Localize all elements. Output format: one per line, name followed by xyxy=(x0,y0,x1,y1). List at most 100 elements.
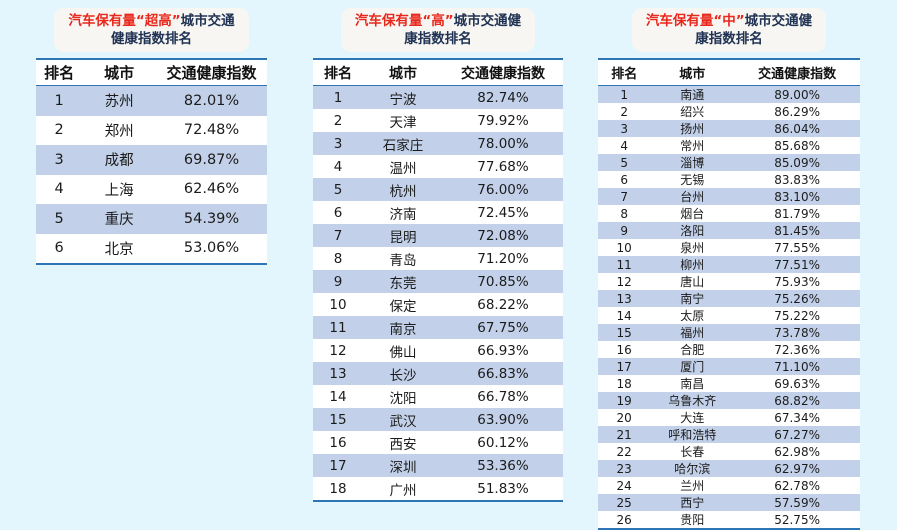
city-cell: 唐山 xyxy=(680,275,705,289)
title-red-text: 汽车保有量“高” xyxy=(354,13,454,29)
city-cell: 长春 xyxy=(680,445,705,459)
index-cell: 69.63% xyxy=(774,376,820,391)
city-cell: 扬州 xyxy=(680,122,705,136)
rank-cell: 4 xyxy=(333,158,343,175)
table-row: 20 大连 67.34% xyxy=(598,409,860,426)
index-cell: 72.36% xyxy=(774,342,820,357)
table-title-badge: 汽车保有量“中”城市交通健 康指数排名 xyxy=(631,8,827,52)
table-row: 1 南通 89.00% xyxy=(598,85,860,103)
index-cell: 66.78% xyxy=(477,388,529,405)
city-header: 城市 xyxy=(650,59,735,86)
rank-cell: 23 xyxy=(616,461,632,476)
title-line2-text: 康指数排名 xyxy=(695,31,763,47)
ranking-table-medium: 排名 城市 交通健康指数 1 南通 89.00% 2 绍兴 86.29% 3 扬州 86.04%… xyxy=(598,58,860,530)
table-row: 15 福州 73.78% xyxy=(598,324,860,341)
table-row: 5 杭州 76.00% xyxy=(313,178,563,201)
index-cell: 85.68% xyxy=(774,138,820,153)
index-cell: 82.74% xyxy=(477,89,529,106)
table-row: 15 武汉 63.90% xyxy=(313,408,563,431)
city-cell: 乌鲁木齐 xyxy=(668,394,717,408)
table-row: 3 扬州 86.04% xyxy=(598,120,860,137)
index-cell: 53.06% xyxy=(183,240,240,257)
city-cell: 贵阳 xyxy=(680,513,705,527)
index-cell: 72.48% xyxy=(183,122,240,139)
index-cell: 77.51% xyxy=(774,257,820,272)
index-cell: 77.68% xyxy=(477,158,529,175)
city-cell: 淄博 xyxy=(680,156,705,170)
index-cell: 70.85% xyxy=(477,273,529,290)
city-cell: 昆明 xyxy=(389,229,417,246)
table-row: 13 南宁 75.26% xyxy=(598,290,860,307)
table-row: 10 保定 68.22% xyxy=(313,293,563,316)
table-body: 1 苏州 82.01% 2 郑州 72.48% 3 成都 69.87% 4 上海 62.46% 5 重庆 5… xyxy=(36,85,267,264)
index-cell: 68.82% xyxy=(774,393,820,408)
index-cell: 67.75% xyxy=(477,319,529,336)
title-line2-text: 健康指数排名 xyxy=(111,31,192,47)
index-cell: 83.10% xyxy=(774,189,820,204)
table-row: 19 乌鲁木齐 68.82% xyxy=(598,392,860,409)
table-row: 9 东莞 70.85% xyxy=(313,270,563,293)
rank-cell: 8 xyxy=(333,250,343,267)
city-cell: 西宁 xyxy=(680,496,705,510)
table-row: 6 无锡 83.83% xyxy=(598,171,860,188)
city-cell: 福州 xyxy=(680,326,705,340)
city-cell: 兰州 xyxy=(680,479,705,493)
index-cell: 73.78% xyxy=(774,325,820,340)
rank-cell: 2 xyxy=(620,104,629,119)
index-cell: 71.10% xyxy=(774,359,820,374)
city-cell: 合肥 xyxy=(680,343,705,357)
index-cell: 69.87% xyxy=(183,151,240,168)
city-cell: 太原 xyxy=(680,309,705,323)
city-cell: 厦门 xyxy=(680,360,705,374)
rank-cell: 13 xyxy=(616,291,632,306)
panel-medium: 汽车保有量“中”城市交通健 康指数排名 排名 城市 交通健康指数 1 南通 89.0… xyxy=(598,8,860,530)
rank-cell: 17 xyxy=(616,359,632,374)
index-cell: 75.22% xyxy=(774,308,820,323)
city-cell: 广州 xyxy=(389,482,417,499)
rank-cell: 7 xyxy=(620,189,629,204)
table-row: 11 柳州 77.51% xyxy=(598,256,860,273)
city-cell: 长沙 xyxy=(389,367,417,384)
city-cell: 泉州 xyxy=(680,241,705,255)
index-cell: 66.83% xyxy=(477,365,529,382)
index-cell: 75.93% xyxy=(774,274,820,289)
city-cell: 宁波 xyxy=(389,91,417,108)
city-cell: 佛山 xyxy=(389,344,417,361)
table-row: 2 郑州 72.48% xyxy=(36,115,267,145)
index-cell: 67.27% xyxy=(774,427,820,442)
rank-cell: 17 xyxy=(329,457,347,474)
index-cell: 72.45% xyxy=(477,204,529,221)
index-cell: 66.93% xyxy=(477,342,529,359)
rank-cell: 13 xyxy=(329,365,347,382)
index-cell: 68.22% xyxy=(477,296,529,313)
ranking-table-high: 排名 城市 交通健康指数 1 宁波 82.74% 2 天津 79.92% 3 石家庄 78.00… xyxy=(313,58,563,502)
panel-high: 汽车保有量“高”城市交通健 康指数排名 排名 城市 交通健康指数 1 宁波 82.7… xyxy=(313,8,563,502)
city-cell: 保定 xyxy=(389,298,417,315)
table-row: 16 西安 60.12% xyxy=(313,431,563,454)
rank-cell: 1 xyxy=(333,89,343,106)
title-red-text: 汽车保有量“中” xyxy=(645,13,745,29)
header-row: 排名 城市 交通健康指数 xyxy=(598,59,860,86)
title-dark-text: 城市交通 xyxy=(180,13,235,29)
city-cell: 沈阳 xyxy=(389,390,417,407)
index-cell: 85.09% xyxy=(774,155,820,170)
ranking-table-super-high: 排名 城市 交通健康指数 1 苏州 82.01% 2 郑州 72.48% 3 成都 69.87%… xyxy=(36,58,267,265)
index-header: 交通健康指数 xyxy=(156,59,267,86)
table-row: 13 长沙 66.83% xyxy=(313,362,563,385)
table-body: 1 南通 89.00% 2 绍兴 86.29% 3 扬州 86.04% 4 常州 85.68% 5 淄博 8… xyxy=(598,85,860,529)
city-cell: 郑州 xyxy=(104,123,134,140)
table-row: 7 昆明 72.08% xyxy=(313,224,563,247)
rank-cell: 6 xyxy=(620,172,629,187)
rank-cell: 4 xyxy=(620,138,629,153)
rank-cell: 25 xyxy=(616,495,632,510)
rank-cell: 8 xyxy=(620,206,629,221)
table-row: 3 成都 69.87% xyxy=(36,145,267,175)
index-cell: 52.75% xyxy=(774,512,820,527)
index-cell: 86.04% xyxy=(774,121,820,136)
city-cell: 上海 xyxy=(104,182,134,199)
rank-header: 排名 xyxy=(36,59,83,86)
city-cell: 杭州 xyxy=(389,183,417,200)
table-row: 23 哈尔滨 62.97% xyxy=(598,460,860,477)
table-row: 18 南昌 69.63% xyxy=(598,375,860,392)
